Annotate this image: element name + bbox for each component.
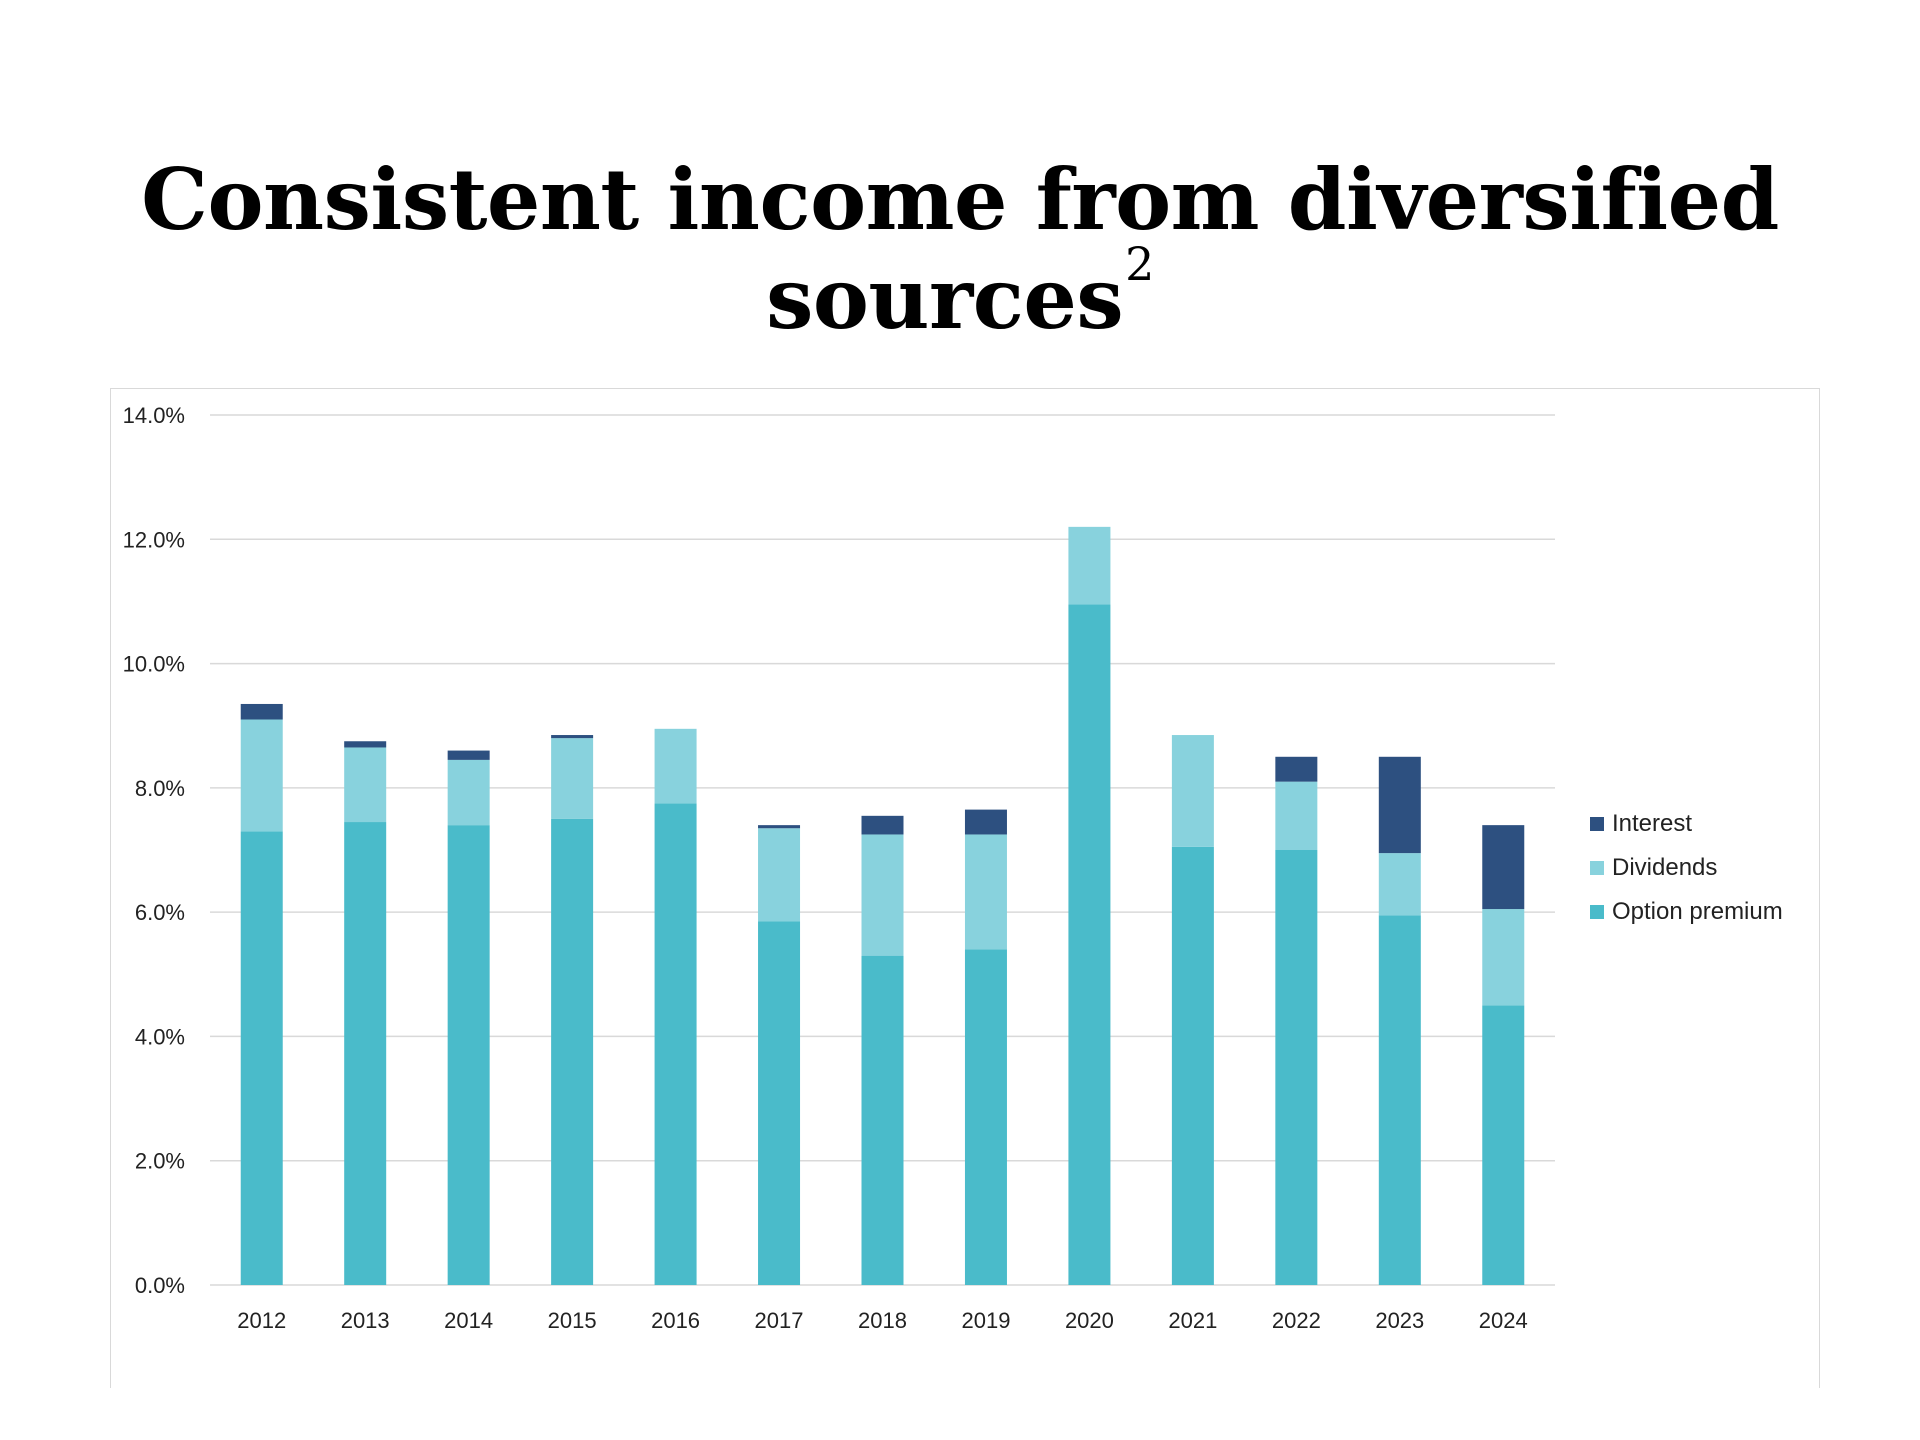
bar-segment-interest xyxy=(551,735,594,739)
bar-segment-option-premium xyxy=(447,825,490,1285)
x-tick-label: 2023 xyxy=(1375,1308,1424,1333)
bar-segment-interest xyxy=(447,750,490,760)
legend: Interest Dividends Option premium xyxy=(1590,810,1783,925)
x-tick-label: 2024 xyxy=(1479,1308,1528,1333)
bar-segment-option-premium xyxy=(758,921,801,1285)
y-tick-label: 0.0% xyxy=(135,1273,185,1298)
bar-segment-dividends xyxy=(964,834,1007,950)
page-title: Consistent income from diversified sourc… xyxy=(0,150,1920,348)
bar-segment-dividends xyxy=(1068,526,1111,605)
bar-segment-interest xyxy=(861,815,904,835)
legend-label: Option premium xyxy=(1612,898,1783,925)
x-tick-label: 2018 xyxy=(858,1308,907,1333)
bar-segment-option-premium xyxy=(1482,1005,1525,1285)
bar-segment-interest xyxy=(344,741,387,748)
bar-segment-option-premium xyxy=(654,803,697,1285)
bar-segment-dividends xyxy=(1378,853,1421,916)
x-tick-label: 2022 xyxy=(1272,1308,1321,1333)
title-text: Consistent income from diversified sourc… xyxy=(141,150,1779,348)
bar-segment-dividends xyxy=(654,728,697,804)
bar-segment-dividends xyxy=(551,738,594,819)
bar-segment-option-premium xyxy=(344,822,387,1285)
x-tick-label: 2014 xyxy=(444,1308,493,1333)
bar-segment-option-premium xyxy=(1068,604,1111,1285)
bar-segment-interest xyxy=(964,809,1007,835)
bar-segment-dividends xyxy=(758,828,801,922)
bar-segment-dividends xyxy=(447,759,490,826)
bar-segment-option-premium xyxy=(964,949,1007,1285)
chart-frame xyxy=(110,388,1820,1388)
bar-segment-option-premium xyxy=(1171,846,1214,1285)
y-tick-label: 2.0% xyxy=(135,1149,185,1174)
legend-label: Dividends xyxy=(1612,854,1717,881)
x-tick-label: 2017 xyxy=(755,1308,804,1333)
bar-segment-dividends xyxy=(1482,909,1525,1006)
y-axis-ticks: 0.0% 2.0% 4.0% 6.0% 8.0% 10.0% 12.0% 14.0% xyxy=(123,403,185,1298)
y-tick-label: 12.0% xyxy=(123,527,185,552)
y-tick-label: 14.0% xyxy=(123,403,185,428)
bar-segment-dividends xyxy=(1275,781,1318,850)
x-tick-label: 2020 xyxy=(1065,1308,1114,1333)
bar-segment-option-premium xyxy=(861,955,904,1285)
y-tick-label: 10.0% xyxy=(123,652,185,677)
bar-segment-interest xyxy=(1275,756,1318,782)
bar-segment-option-premium xyxy=(240,831,283,1285)
legend-swatch xyxy=(1590,861,1604,875)
x-tick-label: 2019 xyxy=(961,1308,1010,1333)
x-tick-label: 2015 xyxy=(548,1308,597,1333)
x-axis-ticks: 2012 2013 2014 2015 2016 2017 2018 2019 2020 2021… xyxy=(237,1308,1527,1333)
x-tick-label: 2016 xyxy=(651,1308,700,1333)
bar-segment-dividends xyxy=(344,747,387,823)
x-tick-label: 2021 xyxy=(1168,1308,1217,1333)
bar-segment-interest xyxy=(1378,756,1421,854)
legend-swatch xyxy=(1590,817,1604,831)
title-footnote-marker: 2 xyxy=(1125,237,1154,291)
bars xyxy=(240,526,1525,1285)
bar-segment-option-premium xyxy=(1275,850,1318,1285)
bar-segment-interest xyxy=(758,825,801,829)
x-tick-label: 2013 xyxy=(341,1308,390,1333)
legend-label: Interest xyxy=(1612,810,1692,837)
x-tick-label: 2012 xyxy=(237,1308,286,1333)
y-tick-label: 4.0% xyxy=(135,1024,185,1049)
bar-segment-option-premium xyxy=(1378,915,1421,1285)
bar-segment-interest xyxy=(1482,825,1525,910)
bar-segment-option-premium xyxy=(551,818,594,1285)
legend-swatch xyxy=(1590,905,1604,919)
bar-segment-dividends xyxy=(861,834,904,956)
bar-segment-dividends xyxy=(240,719,283,832)
bar-segment-interest xyxy=(240,703,283,720)
bar-segment-dividends xyxy=(1171,735,1214,847)
y-tick-label: 6.0% xyxy=(135,900,185,925)
y-tick-label: 8.0% xyxy=(135,776,185,801)
